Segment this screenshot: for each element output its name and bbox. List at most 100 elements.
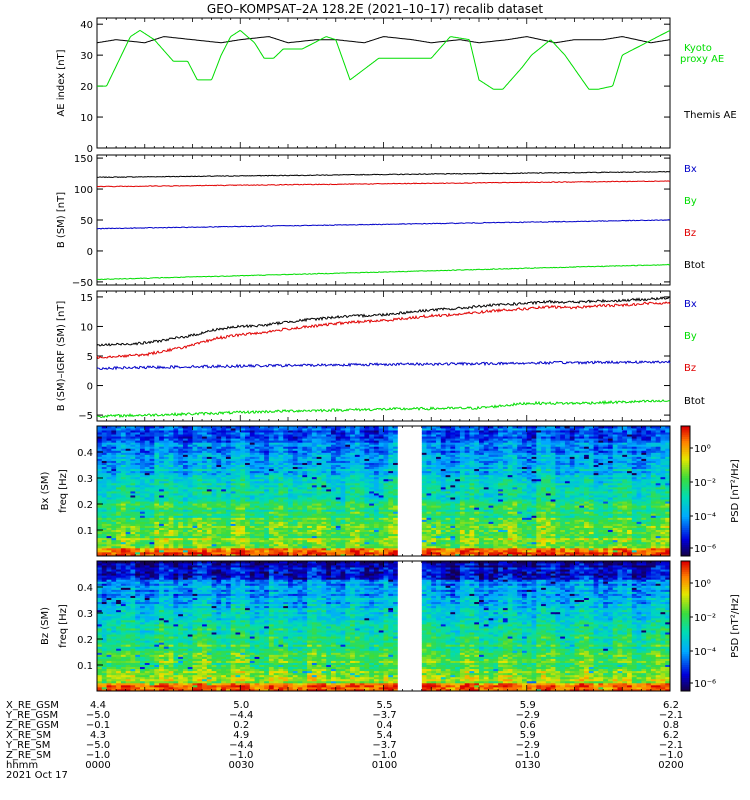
spectrogram-cell [264,539,270,543]
spectrogram-cell [173,488,179,492]
spectrogram-cell [235,484,241,488]
spectrogram-cell [507,482,513,486]
spectrogram-cell [206,501,212,504]
spectrogram-cell [125,482,131,486]
spectrogram-cell [459,488,466,492]
spectrogram-cell [97,491,103,494]
spectrogram-cell [541,531,547,535]
spectrogram-cell [569,549,575,553]
spectrogram-cell [307,503,313,506]
spectrogram-cell [593,519,599,522]
spectrogram-cell [636,503,642,506]
spectrogram-cell [421,474,427,478]
spectrogram-cell [655,497,661,500]
spectrogram-cell [369,515,375,518]
spectrogram-cell [421,541,427,545]
spectrogram-cell [297,495,303,498]
spectrogram-cell [450,511,456,514]
spectrogram-cell [493,529,499,533]
spectrogram-cell [474,539,480,543]
spectrogram-cell [221,533,227,537]
spectrogram-cell [569,509,575,512]
spectrogram-cell [464,501,470,504]
spectrogram-cell [240,545,246,549]
spectrogram-cell [622,478,628,482]
spectrogram-cell [426,519,432,522]
spectrogram-cell [388,482,394,486]
spectrogram-cell [168,535,174,539]
spectrogram-cell [354,503,361,506]
spectrogram-cell [101,511,107,514]
spectrogram-cell [273,547,279,551]
spectrogram-cell [512,513,518,516]
spectrogram-cell [388,521,394,524]
spectrogram-cell [288,539,294,543]
spectrogram-cell [455,515,461,518]
spectrogram-cell [665,519,671,522]
spectrogram-cell [273,503,279,506]
spectrogram-cell [288,549,294,553]
spectrogram-cell [459,535,466,539]
spectrogram-cell [598,519,604,522]
spectrogram-cell [569,478,575,482]
spectrogram-cell [259,478,265,482]
spectrogram-cell [297,543,303,547]
spectrogram-cell [369,545,375,549]
spectrogram-cell [631,531,637,535]
spectrogram-cell [259,551,265,555]
spectrogram-cell [564,480,571,484]
spectrogram-cell [631,495,637,498]
spectrogram-cell [278,478,284,482]
spectrogram-cell [541,553,547,557]
spectrogram-cell [182,478,189,482]
spectrogram-cell [507,493,513,496]
spectrogram-cell [111,535,117,539]
spectrogram-cell [173,547,179,551]
spectrogram-cell [249,535,255,539]
spectrogram-cell [211,480,217,484]
spectrogram-cell [521,493,528,496]
spectrogram-cell [612,551,618,555]
spectrogram-cell [579,480,585,484]
spectrogram-cell [254,511,260,514]
spectrogram-cell [531,543,537,547]
spectrogram-cell [221,503,227,506]
spectrogram-cell [393,543,399,547]
spectrogram-cell [373,499,380,502]
spectrogram-cell [211,541,217,545]
spectrogram-cell [149,523,155,526]
spectrogram-cell [641,478,647,482]
spectrogram-cell [459,495,466,498]
spectrogram-cell [655,527,661,530]
spectrogram-cell [603,480,609,484]
spectrogram-cell [436,525,442,528]
spectrogram-cell [464,511,470,514]
spectrogram-cell [488,507,494,510]
spectrogram-cell [192,545,198,549]
spectrogram-cell [292,488,298,492]
spectrogram-cell [259,499,265,502]
spectrogram-cell [607,533,614,537]
spectrogram-cell [297,517,303,520]
spectrogram-cell [617,511,623,514]
spectrogram-cell [173,474,179,478]
spectrogram-cell [302,531,308,535]
spectrogram-cell [283,539,289,543]
spectrogram-cell [273,553,279,557]
spectrogram-cell [603,543,609,547]
spectrogram-cell [120,513,127,516]
spectrogram-cell [345,541,351,545]
spectrogram-cell [139,535,146,539]
spectrogram-cell [388,505,394,508]
spectrogram-cell [359,515,365,518]
spectrogram-cell [292,525,298,528]
spectrogram-cell [311,486,318,490]
spectrogram-cell [636,543,642,547]
spectrogram-cell [101,527,107,530]
spectrogram-cell [512,480,518,484]
spectrogram-cell [249,551,255,555]
spectrogram-cell [330,529,337,533]
spectrogram-cell [450,529,456,533]
spectrogram-cell [249,529,255,533]
spectrogram-cell [159,519,165,522]
